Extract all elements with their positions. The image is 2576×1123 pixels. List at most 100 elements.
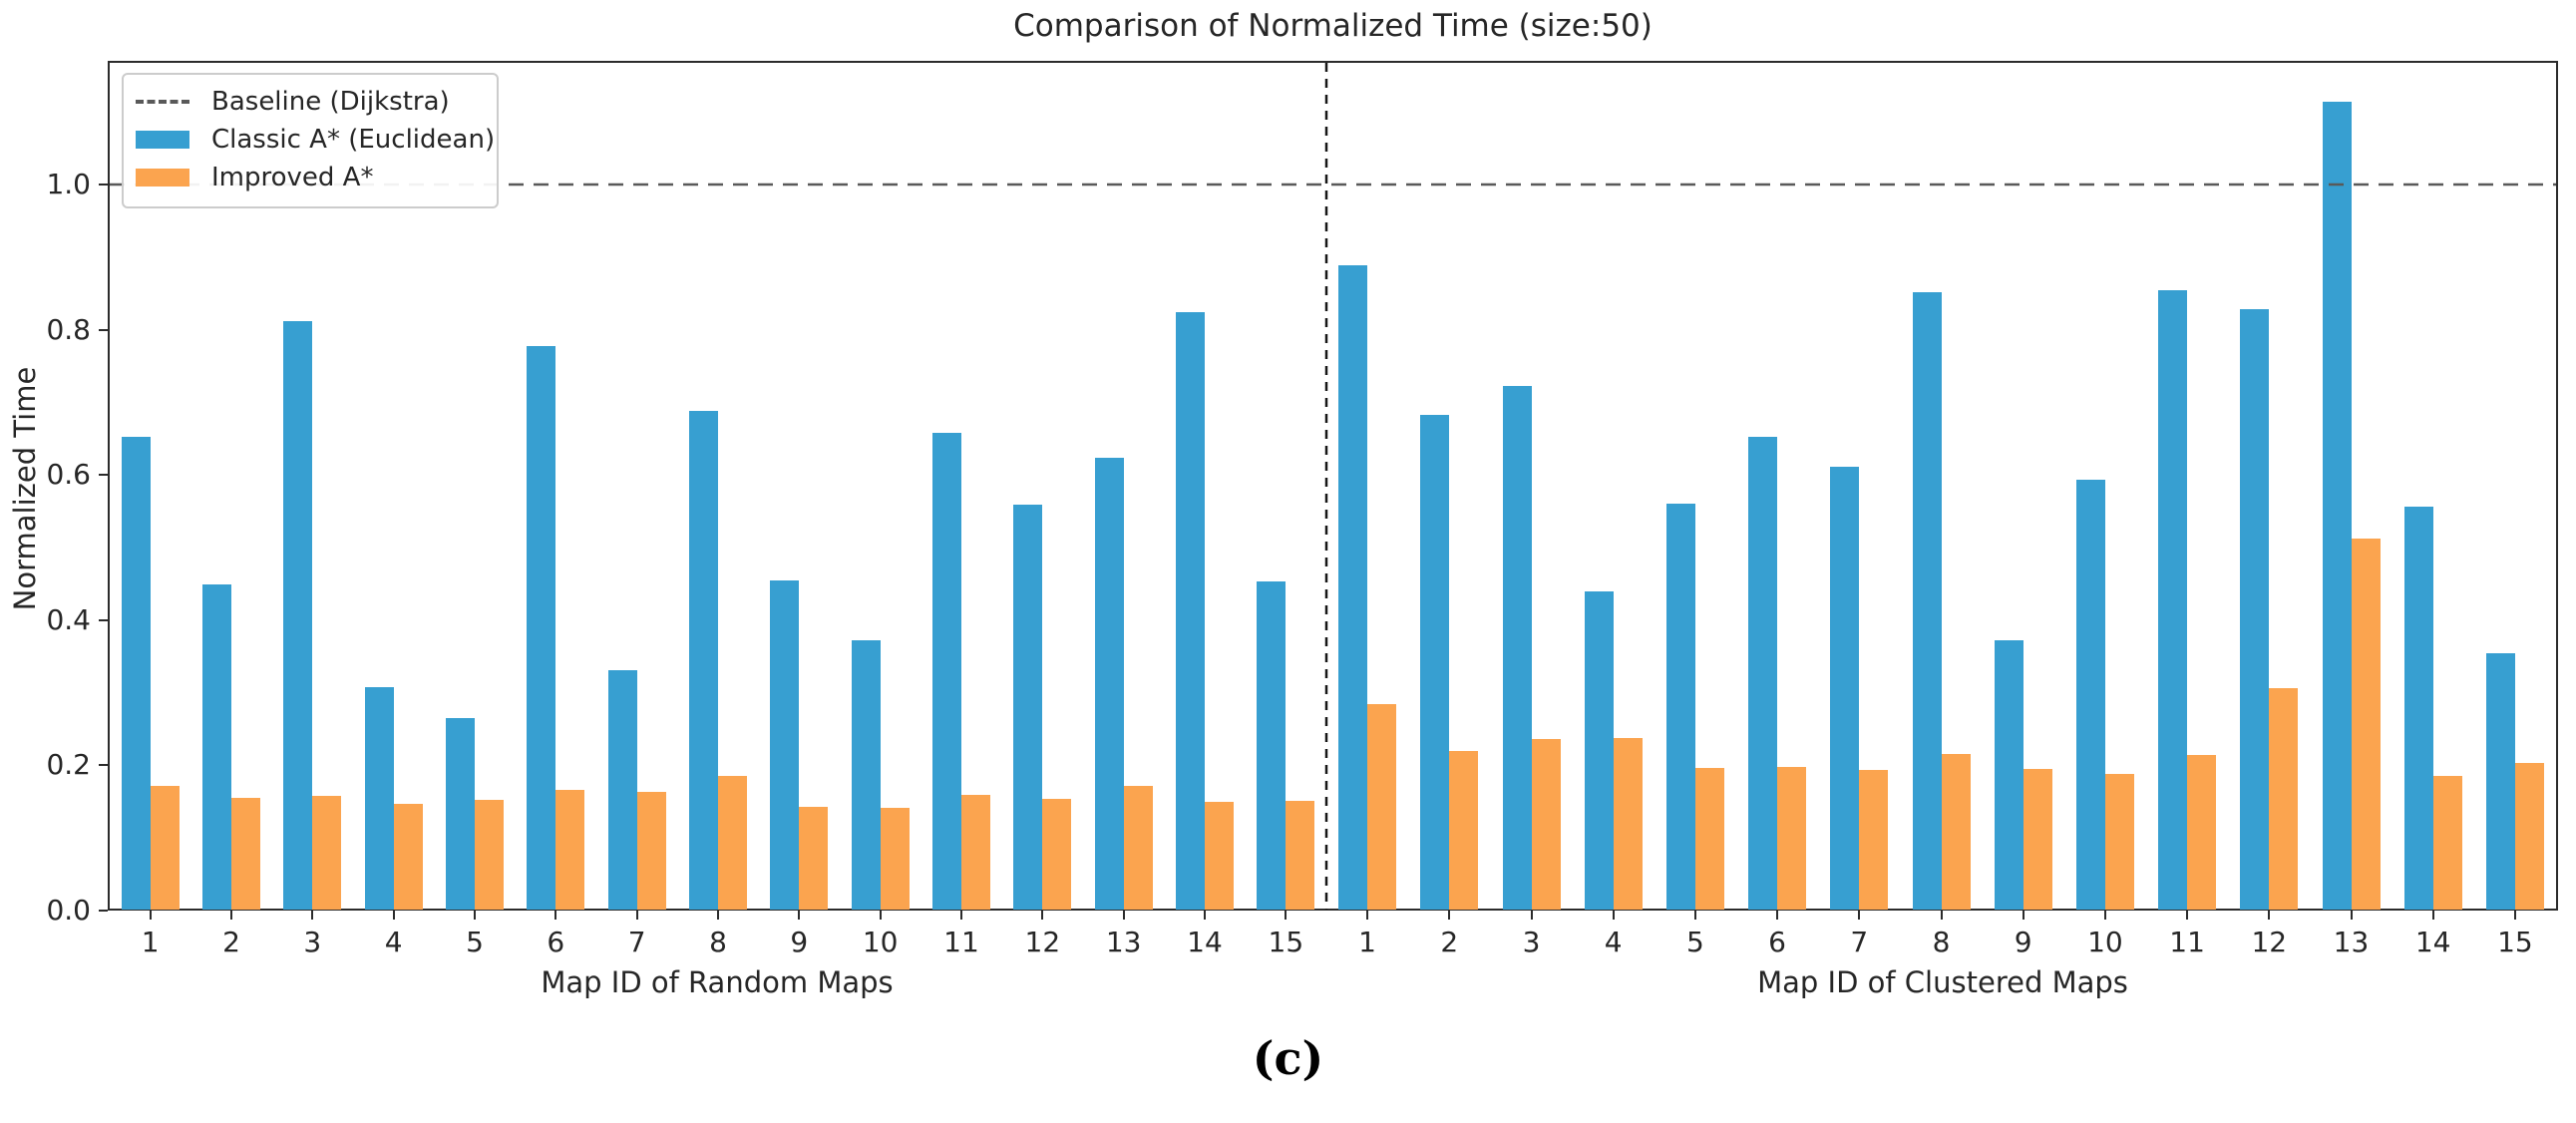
y-tick-label: 0.8 xyxy=(46,312,91,346)
x-tick-mark xyxy=(230,911,232,920)
x-tick-label: 13 xyxy=(1105,926,1142,958)
x-tick-label: 6 xyxy=(547,926,565,958)
bar-classic-random-15 xyxy=(1257,581,1287,910)
bar-classic-random-14 xyxy=(1176,312,1205,910)
bar-improved-clustered-6 xyxy=(1777,767,1807,910)
x-tick-label: 13 xyxy=(2333,926,2370,958)
x-tick-label: 2 xyxy=(222,926,240,958)
bar-classic-clustered-11 xyxy=(2158,290,2188,910)
x-tick-mark xyxy=(1693,911,1696,920)
bar-classic-clustered-4 xyxy=(1584,591,1614,910)
x-axis-label-clustered-maps: Map ID of Clustered Maps xyxy=(1757,965,2128,999)
x-tick-mark xyxy=(879,911,882,920)
x-tick-label: 8 xyxy=(1932,926,1951,958)
x-tick-mark xyxy=(554,911,557,920)
bar-classic-random-4 xyxy=(364,687,394,910)
bar-improved-random-7 xyxy=(636,792,666,910)
x-tick-label: 14 xyxy=(2414,926,2451,958)
x-tick-label: 7 xyxy=(1850,926,1869,958)
legend-color-swatch xyxy=(136,131,189,149)
y-tick-mark xyxy=(99,764,108,767)
bar-classic-random-8 xyxy=(689,411,718,910)
bar-improved-random-1 xyxy=(150,786,180,910)
legend-item-2: Improved A* xyxy=(136,159,483,196)
bar-improved-random-4 xyxy=(393,804,423,910)
bar-improved-clustered-5 xyxy=(1694,768,1724,910)
legend-color-swatch xyxy=(136,169,189,187)
legend-label: Baseline (Dijkstra) xyxy=(211,87,450,117)
x-tick-label: 9 xyxy=(2014,926,2032,958)
bar-classic-clustered-9 xyxy=(1994,640,2024,910)
x-tick-mark xyxy=(2022,911,2024,920)
bar-classic-clustered-10 xyxy=(2075,480,2105,910)
plot-area xyxy=(108,61,2558,911)
x-tick-mark xyxy=(2513,911,2516,920)
bar-improved-random-11 xyxy=(961,795,990,910)
bar-improved-random-2 xyxy=(231,798,260,910)
bar-classic-random-11 xyxy=(932,433,961,910)
bar-classic-random-1 xyxy=(121,437,151,910)
chart-title: Comparison of Normalized Time (size:50) xyxy=(1013,8,1653,44)
bar-classic-clustered-8 xyxy=(1912,292,1942,910)
x-tick-label: 10 xyxy=(2087,926,2123,958)
x-tick-label: 4 xyxy=(384,926,403,958)
legend-item-0: Baseline (Dijkstra) xyxy=(136,83,483,121)
x-tick-mark xyxy=(2103,911,2106,920)
y-tick-mark xyxy=(99,184,108,186)
bar-classic-clustered-1 xyxy=(1338,265,1368,910)
x-tick-mark xyxy=(1612,911,1615,920)
figure-caption: (c) xyxy=(1252,1031,1324,1085)
x-tick-label: 15 xyxy=(1268,926,1304,958)
bar-improved-clustered-1 xyxy=(1367,704,1397,910)
x-tick-label: 1 xyxy=(1358,926,1377,958)
x-tick-mark xyxy=(392,911,395,920)
bar-classic-random-9 xyxy=(770,580,800,910)
x-tick-mark xyxy=(1858,911,1861,920)
bar-improved-random-3 xyxy=(312,796,342,910)
bar-improved-random-13 xyxy=(1123,786,1153,910)
x-tick-label: 3 xyxy=(303,926,322,958)
x-tick-label: 12 xyxy=(1024,926,1061,958)
chart-legend: Baseline (Dijkstra) Classic A* (Euclidean… xyxy=(122,73,499,208)
bar-classic-clustered-7 xyxy=(1830,467,1860,910)
x-tick-label: 7 xyxy=(627,926,646,958)
x-tick-label: 8 xyxy=(709,926,727,958)
x-tick-label: 6 xyxy=(1768,926,1787,958)
legend-dashed-line-sample xyxy=(136,100,189,104)
y-tick-mark xyxy=(99,474,108,477)
bar-classic-random-5 xyxy=(446,718,475,910)
x-tick-mark xyxy=(1204,911,1206,920)
bar-improved-clustered-7 xyxy=(1859,770,1889,910)
x-tick-label: 11 xyxy=(2169,926,2205,958)
bar-classic-clustered-15 xyxy=(2485,653,2515,910)
bar-improved-random-15 xyxy=(1286,801,1315,910)
x-tick-mark xyxy=(2350,911,2353,920)
y-tick-label: 1.0 xyxy=(46,168,91,200)
bar-classic-random-13 xyxy=(1094,458,1124,910)
x-tick-mark xyxy=(2186,911,2189,920)
x-axis-label-random-maps: Map ID of Random Maps xyxy=(541,965,894,999)
x-tick-mark xyxy=(1448,911,1451,920)
bar-improved-random-12 xyxy=(1042,799,1072,910)
x-tick-label: 5 xyxy=(1685,926,1704,958)
bar-improved-random-9 xyxy=(799,807,829,910)
x-tick-mark xyxy=(717,911,719,920)
x-tick-mark xyxy=(1940,911,1943,920)
x-tick-mark xyxy=(2431,911,2434,920)
bar-improved-clustered-9 xyxy=(2023,769,2052,910)
bar-classic-clustered-12 xyxy=(2240,309,2270,910)
bar-classic-random-6 xyxy=(527,346,556,910)
y-tick-label: 0.2 xyxy=(46,748,91,782)
bar-classic-random-2 xyxy=(202,584,231,910)
bar-improved-clustered-4 xyxy=(1613,738,1643,910)
bar-improved-clustered-12 xyxy=(2269,688,2299,910)
bar-classic-clustered-2 xyxy=(1420,415,1450,910)
x-tick-label: 14 xyxy=(1187,926,1223,958)
bar-improved-clustered-13 xyxy=(2351,539,2381,910)
bar-improved-random-8 xyxy=(718,776,747,910)
bar-classic-clustered-5 xyxy=(1665,504,1695,910)
x-tick-mark xyxy=(1776,911,1779,920)
x-tick-mark xyxy=(1041,911,1044,920)
y-tick-mark xyxy=(99,328,108,331)
